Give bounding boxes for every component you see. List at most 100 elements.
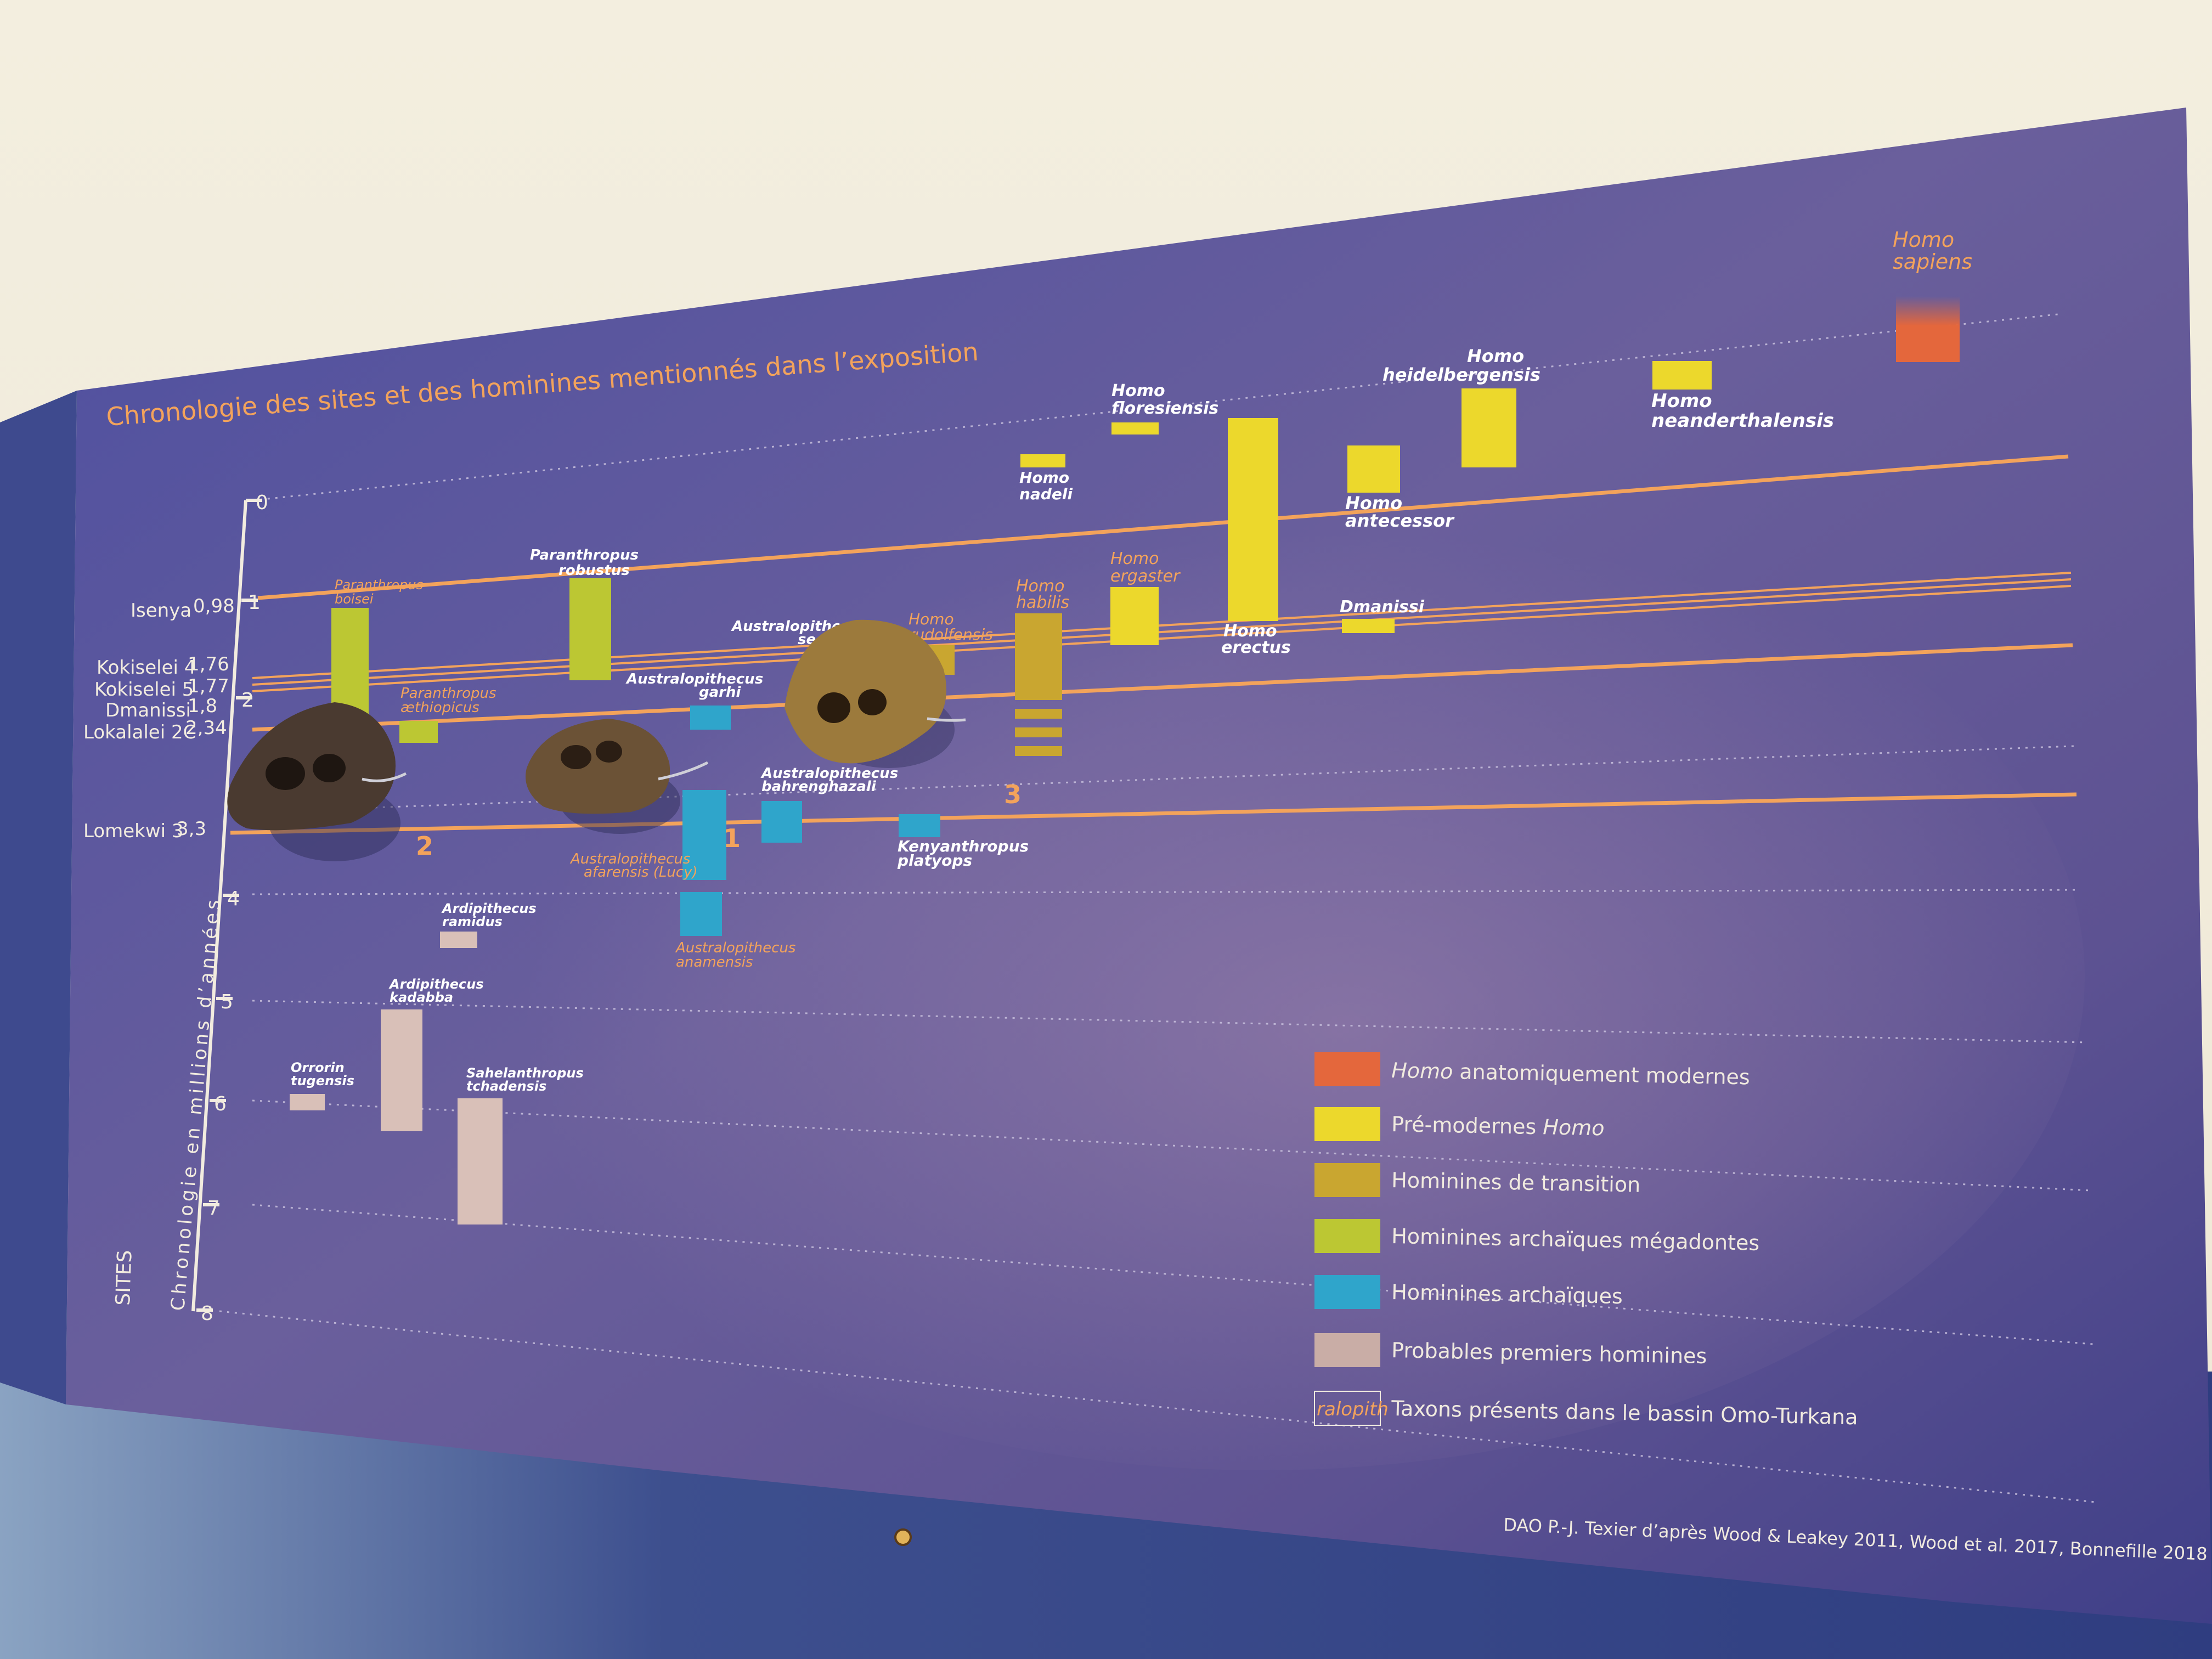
site-labels: Isenya 0,98 Kokiselei 4 1,76 Kokiselei 5…: [83, 595, 235, 842]
bar-homo-erectus: [1228, 418, 1278, 621]
taxon-label: Paranthropus boisei: [335, 577, 423, 607]
axis-tick-label: 1: [248, 591, 261, 614]
gridline-7: [252, 1204, 2094, 1345]
site-name: Kokiselei 4: [97, 657, 196, 679]
axis-line: [191, 500, 247, 1312]
site-age: 1,77: [188, 675, 229, 697]
bar-homo-nadeli: [1020, 454, 1065, 467]
bar-australopithecus-afarensis: [682, 790, 726, 880]
legend-swatch: [1314, 1163, 1380, 1197]
site-name: Lokalalei 2C: [83, 721, 196, 743]
taxon-label: Orrorin tugensis: [291, 1060, 354, 1088]
bar-homo-habilis-dash: [1015, 746, 1062, 756]
bar-homo-floresiensis: [1111, 422, 1159, 435]
bar-homo-heidelbergensis: [1462, 388, 1516, 467]
taxon-label: Homo sapiens: [1893, 228, 1972, 274]
taxon-label: Homo habilis: [1016, 577, 1069, 612]
bar-ardipithecus-ramidus: [440, 932, 477, 948]
legend-swatch: [1314, 1391, 1381, 1426]
skull-cast-2: [526, 719, 709, 834]
marker-number: 1: [723, 823, 741, 853]
taxon-label: Homo erectus: [1221, 622, 1291, 657]
taxon-label: Ardipithecus kadabba: [388, 977, 484, 1005]
bar-homo-habilis-dash: [1015, 727, 1062, 737]
legend-item: Hominines archaïques: [1314, 1275, 1623, 1309]
bar-sahelanthropus-tchadensis: [458, 1098, 503, 1224]
skull-cast-1: [227, 702, 407, 861]
axis-tick-labels: 0 1 2 3 4 5 6 7 8: [201, 492, 268, 1325]
taxon-label: Homo nadeli: [1019, 469, 1073, 503]
legend-label: Pré-modernes Homo: [1391, 1112, 1605, 1140]
legend-swatch: [1314, 1333, 1380, 1367]
taxon-label: Australopithecus bahrenghazali: [760, 765, 898, 795]
marker-number: 3: [1004, 780, 1022, 809]
taxon-label: Kenyanthropus platyops: [897, 837, 1029, 870]
site-name: Dmanissi: [105, 699, 191, 721]
bar-homo-neanderthalensis: [1652, 361, 1712, 390]
skull-cast-3: [785, 619, 966, 768]
taxon-label: Homo neanderthalensis: [1651, 390, 1834, 432]
bar-homo-ergaster: [1110, 587, 1159, 645]
taxon-label: Homo antecessor: [1345, 493, 1455, 531]
bar-paranthropus-robustus: [569, 578, 611, 680]
taxon-label: Homo heidelbergensis: [1383, 346, 1541, 385]
site-age: 1,8: [188, 695, 217, 717]
site-age: 1,76: [188, 653, 229, 675]
panel: [0, 108, 2212, 1624]
site-age: 2,34: [185, 717, 227, 739]
legend-swatch: [1314, 1107, 1380, 1141]
axis-tick-label: 7: [207, 1197, 220, 1220]
age-gridlines: [219, 313, 2096, 1503]
taxon-label: Dmanissi: [1340, 597, 1425, 617]
site-line-kokiselei: [252, 572, 2072, 692]
bar-ardipithecus-kadabba: [381, 1009, 422, 1131]
wall-hook: [894, 1528, 912, 1546]
bar-homo-sapiens: [1896, 296, 1960, 362]
legend-label: Homo anatomiquement modernes: [1391, 1058, 1750, 1090]
gridline-4: [252, 889, 2080, 895]
legend-swatch: [1314, 1275, 1380, 1309]
axis-tick-label: 8: [201, 1302, 213, 1325]
site-age: 0,98: [193, 595, 235, 617]
bar-australopithecus-bahrenghazali: [761, 801, 802, 843]
taxon-label: Paranthropus robustus: [530, 547, 639, 579]
taxon-label: Ardipithecus ramidus: [441, 901, 537, 929]
site-line-lomekwi: [230, 792, 2077, 835]
bar-homo-habilis: [1015, 613, 1062, 700]
site-markers: 2 1 3: [416, 780, 1022, 861]
taxon-labels: Homo sapiens Homo floresiensis Homo heidelb…: [291, 228, 1972, 1094]
axis-tick-label: 6: [214, 1093, 227, 1115]
legend-item: Hominines de transition: [1314, 1163, 1641, 1197]
bar-orrorin-tugensis: [290, 1094, 325, 1110]
bar-dmanissi: [1342, 619, 1395, 633]
site-age: 3,3: [177, 818, 206, 840]
axis-tick-label: 5: [221, 991, 233, 1013]
taxon-label: Homo floresiensis: [1111, 381, 1218, 418]
site-lines: [230, 454, 2077, 835]
site-line-isenya: [257, 454, 2069, 600]
taxon-label: Paranthropus æthiopicus: [400, 685, 496, 716]
marker-number: 2: [416, 831, 433, 861]
legend-swatch: [1314, 1219, 1380, 1253]
taxon-label: Australopithecus garhi: [625, 671, 763, 701]
legend-label: Hominines de transition: [1391, 1168, 1641, 1197]
legend-item: Pré-modernes Homo: [1314, 1107, 1605, 1141]
sites-label: SITES: [112, 1250, 137, 1306]
taxon-label: Homo ergaster: [1110, 549, 1181, 586]
site-line-lokalalei: [252, 643, 2073, 732]
taxon-label: Australopithecus afarensis (Lucy): [569, 851, 698, 881]
legend-item: Homo anatomiquement modernes: [1314, 1052, 1750, 1090]
bar-kenyanthropus-platyops: [899, 814, 940, 837]
bar-homo-antecessor: [1347, 445, 1400, 493]
taxon-label: Sahelanthropus tchadensis: [466, 1065, 584, 1094]
bar-australopithecus-anamensis: [680, 892, 722, 936]
bar-paranthropus-aethiopicus: [399, 721, 438, 743]
legend-label: Hominines archaïques: [1391, 1280, 1623, 1308]
panel-left-edge: [0, 391, 77, 1404]
legend-swatch-text: ralopith: [1317, 1398, 1389, 1420]
site-name: Lomekwi 3: [83, 820, 184, 842]
axis-tick-label: 0: [256, 492, 268, 514]
taxon-label: Australopithecus anamensis: [675, 940, 795, 970]
axis-tick-label: 4: [227, 888, 240, 910]
